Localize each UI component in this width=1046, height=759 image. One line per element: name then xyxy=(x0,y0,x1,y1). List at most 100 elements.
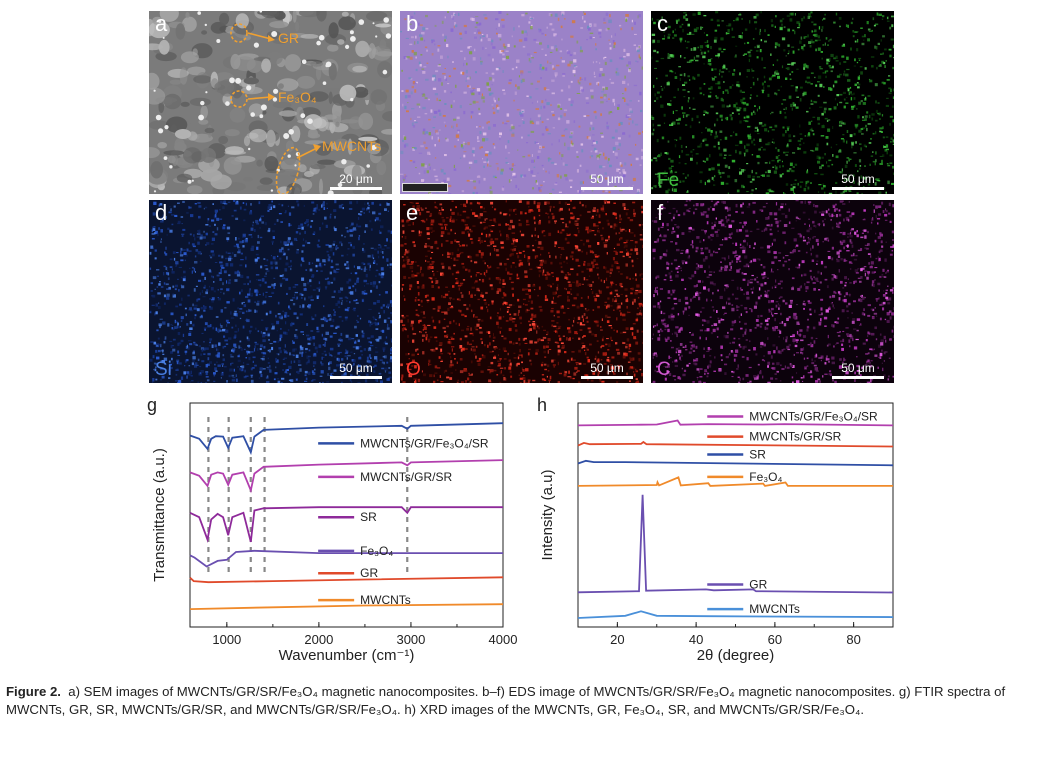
eds-signal-dot xyxy=(499,132,502,136)
eds-signal-dot xyxy=(848,174,850,177)
eds-signal-dot xyxy=(761,57,763,61)
eds-signal-dot xyxy=(602,336,604,338)
eds-signal-dot xyxy=(674,139,676,141)
eds-signal-dot xyxy=(628,343,632,347)
eds-signal-dot xyxy=(220,325,223,328)
eds-signal-dot xyxy=(169,210,172,213)
eds-signal-dot xyxy=(269,349,271,353)
eds-signal-dot xyxy=(363,285,365,287)
eds-signal-dot xyxy=(891,182,894,185)
eds-signal-dot xyxy=(864,67,867,70)
eds-signal-dot xyxy=(308,338,312,341)
eds-signal-dot xyxy=(255,253,259,256)
eds-signal-dot xyxy=(329,347,334,351)
eds-signal-dot xyxy=(290,299,294,301)
eds-signal-dot xyxy=(288,305,290,309)
eds-signal-dot xyxy=(651,116,655,120)
eds-signal-dot xyxy=(540,116,542,120)
eds-signal-dot xyxy=(574,331,578,335)
eds-signal-dot xyxy=(421,93,424,95)
eds-signal-dot xyxy=(162,353,165,355)
eds-signal-dot xyxy=(586,320,589,323)
eds-signal-dot xyxy=(570,103,573,107)
eds-signal-dot xyxy=(209,298,211,300)
eds-signal-dot xyxy=(480,255,483,259)
eds-signal-dot xyxy=(478,202,480,205)
eds-signal-dot xyxy=(736,189,740,193)
eds-signal-dot xyxy=(846,130,849,133)
eds-signal-dot xyxy=(609,42,611,45)
eds-signal-dot xyxy=(434,175,438,178)
eds-signal-dot xyxy=(577,316,581,320)
eds-signal-dot xyxy=(361,298,365,303)
eds-signal-dot xyxy=(272,256,276,260)
eds-signal-dot xyxy=(469,304,471,307)
eds-signal-dot xyxy=(731,27,734,31)
eds-signal-dot xyxy=(751,154,754,156)
eds-signal-dot xyxy=(366,208,368,211)
eds-signal-dot xyxy=(497,67,501,69)
eds-signal-dot xyxy=(775,166,778,170)
eds-signal-dot xyxy=(879,163,883,165)
eds-signal-dot xyxy=(598,73,602,77)
eds-signal-dot xyxy=(838,171,842,173)
eds-signal-dot xyxy=(642,229,643,231)
sem-grain xyxy=(340,119,359,124)
eds-signal-dot xyxy=(755,27,757,30)
eds-signal-dot xyxy=(586,316,588,318)
eds-signal-dot xyxy=(389,266,392,269)
eds-signal-dot xyxy=(314,368,316,371)
eds-signal-dot xyxy=(605,190,608,192)
eds-signal-dot xyxy=(531,315,535,318)
sem-grain xyxy=(310,61,324,67)
eds-signal-dot xyxy=(568,220,571,224)
eds-signal-dot xyxy=(521,118,524,120)
eds-signal-dot xyxy=(705,127,707,129)
eds-signal-dot xyxy=(422,316,426,319)
eds-signal-dot xyxy=(248,344,250,348)
eds-signal-dot xyxy=(307,342,311,345)
sem-grain xyxy=(337,39,345,45)
eds-signal-dot xyxy=(803,151,807,154)
eds-signal-dot xyxy=(552,283,555,285)
eds-signal-dot xyxy=(307,223,309,226)
eds-signal-dot xyxy=(518,374,520,376)
eds-signal-dot xyxy=(426,49,428,52)
eds-signal-dot xyxy=(891,24,894,28)
eds-signal-dot xyxy=(431,251,434,253)
eds-signal-dot xyxy=(242,240,245,243)
eds-signal-dot xyxy=(545,67,548,71)
eds-signal-dot xyxy=(356,223,359,228)
fe3o4-circle xyxy=(230,90,248,108)
eds-signal-dot xyxy=(372,257,375,260)
eds-signal-dot xyxy=(769,126,773,129)
eds-signal-dot xyxy=(805,80,807,83)
eds-signal-dot xyxy=(878,191,882,194)
eds-signal-dot xyxy=(840,192,844,194)
eds-signal-dot xyxy=(411,108,415,110)
eds-signal-dot xyxy=(756,176,760,178)
eds-signal-dot xyxy=(587,230,590,234)
eds-signal-dot xyxy=(420,54,423,56)
eds-signal-dot xyxy=(633,213,636,217)
eds-signal-dot xyxy=(153,226,156,228)
eds-signal-dot xyxy=(386,238,388,242)
eds-signal-dot xyxy=(641,148,643,152)
eds-signal-dot xyxy=(498,362,501,366)
eds-signal-dot xyxy=(375,285,378,289)
eds-signal-dot xyxy=(785,77,788,80)
eds-signal-dot xyxy=(177,354,181,356)
eds-signal-dot xyxy=(501,18,505,21)
eds-signal-dot xyxy=(763,86,765,89)
eds-signal-dot xyxy=(348,291,352,294)
eds-signal-dot xyxy=(408,263,412,265)
eds-signal-dot xyxy=(557,381,560,383)
eds-signal-dot xyxy=(654,67,657,69)
eds-signal-dot xyxy=(867,123,871,125)
eds-signal-dot xyxy=(386,246,390,249)
eds-signal-dot xyxy=(220,269,222,273)
eds-signal-dot xyxy=(845,73,849,77)
eds-signal-dot xyxy=(478,180,481,184)
eds-signal-dot xyxy=(363,292,368,295)
eds-signal-dot xyxy=(259,227,261,229)
